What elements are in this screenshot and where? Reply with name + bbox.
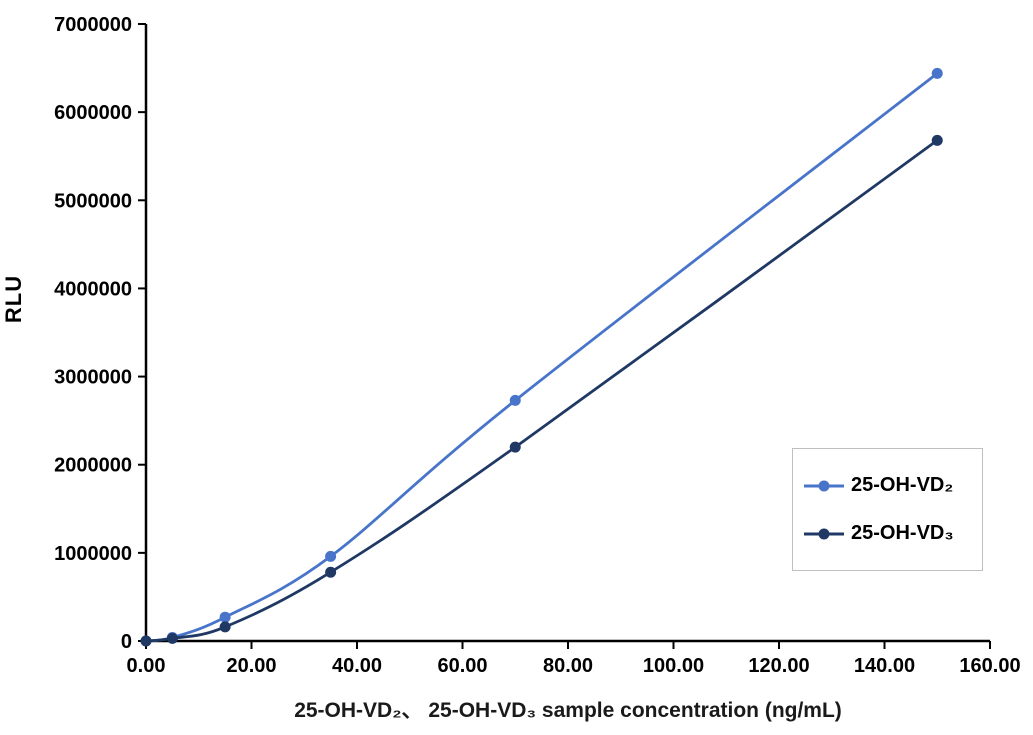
legend: 25-OH-VD₂ 25-OH-VD₃	[792, 448, 983, 571]
y-tick-label: 3000000	[54, 367, 132, 389]
x-tick-label: 120.00	[748, 655, 809, 677]
data-point-vd3	[166, 632, 178, 644]
data-point-vd2	[325, 550, 337, 562]
x-tick-label: 160.00	[959, 655, 1020, 677]
x-tick-label: 60.00	[437, 655, 487, 677]
y-tick-label: 7000000	[54, 14, 132, 36]
x-tick-label: 100.00	[643, 655, 704, 677]
legend-marker-vd2-icon	[804, 480, 844, 491]
y-axis-title: RLU	[1, 274, 26, 324]
data-point-vd3	[140, 635, 152, 647]
legend-label-vd2: 25-OH-VD₂	[851, 474, 954, 496]
y-tick-label: 2000000	[54, 455, 132, 477]
y-tick-label: 4000000	[54, 278, 132, 300]
series-line-vd2	[144, 72, 939, 643]
x-tick-label: 80.00	[543, 655, 593, 677]
data-point-vd2	[219, 611, 231, 623]
legend-label-vd3: 25-OH-VD₃	[851, 522, 954, 544]
legend-marker-vd3-icon	[804, 528, 844, 539]
x-tick-label: 0.00	[127, 655, 166, 677]
x-tick-label: 40.00	[332, 655, 382, 677]
x-tick-label: 20.00	[226, 655, 276, 677]
data-point-vd3	[325, 566, 337, 578]
data-point-vd3	[219, 621, 231, 633]
y-tick-label: 0	[121, 631, 132, 653]
y-tick-label: 5000000	[54, 190, 132, 212]
data-point-vd2	[509, 394, 521, 406]
x-tick-label: 140.00	[854, 655, 915, 677]
y-tick-label: 1000000	[54, 543, 132, 565]
y-tick-label: 6000000	[54, 102, 132, 124]
legend-entry-vd2: 25-OH-VD₂	[804, 474, 982, 497]
x-axis-title: 25-OH-VD₂、 25-OH-VD₃ sample concentratio…	[294, 699, 842, 722]
legend-entry-vd3: 25-OH-VD₃	[804, 522, 982, 545]
data-point-vd2	[931, 67, 943, 79]
series-line-vd3	[144, 138, 939, 643]
data-point-vd3	[509, 441, 521, 453]
data-point-vd3	[931, 134, 943, 146]
